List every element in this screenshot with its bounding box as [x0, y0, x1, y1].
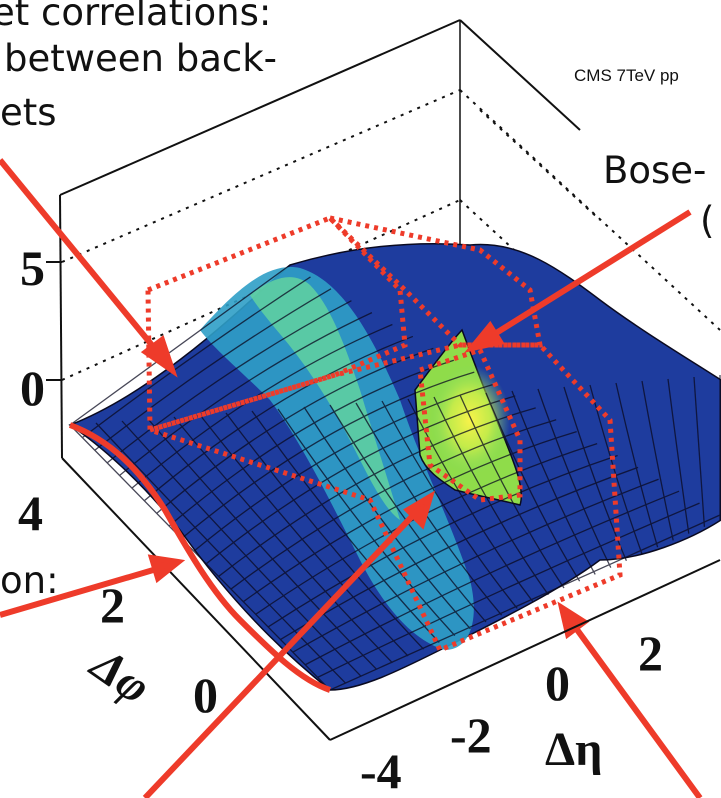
mesh-line-phi — [147, 418, 378, 671]
mesh-line-phi — [277, 408, 456, 637]
y-tick-4: 4 — [18, 485, 43, 541]
mesh-line-phi — [459, 394, 565, 589]
x-tick-0: 0 — [545, 655, 570, 711]
away-side-box — [145, 215, 408, 434]
mesh-line-eta — [242, 431, 577, 603]
annotation-top-line1: et correlations: — [0, 0, 272, 34]
mesh-line-eta — [205, 395, 516, 565]
z-tick-0: 0 — [20, 360, 45, 416]
surface-mesh — [69, 264, 721, 691]
mesh-line-phi — [355, 402, 503, 616]
mesh-line-eta — [292, 478, 659, 653]
mesh-line-phi — [251, 410, 440, 643]
z-tick-5: 5 — [20, 240, 45, 296]
mesh-line-phi — [303, 406, 471, 630]
surface-ridge — [200, 267, 474, 650]
mesh-line-phi — [199, 414, 409, 657]
annotation-bose-line2: ( — [700, 199, 715, 242]
mesh-line-phi — [563, 386, 627, 562]
annotation-boxes — [141, 213, 623, 654]
mesh-line-eta — [230, 419, 557, 590]
mesh-line-eta — [156, 347, 434, 514]
y-tick-0: 0 — [193, 667, 218, 723]
mesh-line-eta — [131, 323, 393, 489]
experiment-label: CMS 7TeV pp — [574, 66, 679, 85]
peak-box — [417, 346, 523, 503]
mesh-line-phi — [615, 382, 659, 548]
mesh-line-phi — [173, 416, 393, 664]
x-axis-label: Δη — [545, 723, 602, 776]
mesh-line-phi — [121, 420, 362, 677]
mesh-line-eta — [267, 454, 618, 628]
mesh-line-phi — [511, 390, 596, 575]
mesh-line-eta — [193, 383, 495, 552]
mesh-line-eta — [280, 466, 639, 641]
mesh-line-phi — [693, 376, 706, 527]
mesh-line-eta — [81, 276, 311, 439]
mesh-line-eta — [69, 264, 291, 426]
z-axis: 5 0 — [20, 240, 62, 416]
y-axis-label: Δφ — [80, 636, 160, 714]
mesh-line-phi — [485, 392, 581, 582]
mesh-line-eta — [181, 371, 475, 540]
mesh-line-eta — [329, 514, 721, 691]
mesh-line-phi — [537, 388, 612, 568]
x-tick-minus2: -2 — [450, 707, 492, 763]
mesh-line-eta — [168, 359, 455, 527]
annotation-left: on: — [0, 559, 59, 602]
peak-glow — [430, 365, 510, 475]
mesh-line-phi — [641, 380, 674, 541]
y-tick-2: 2 — [100, 577, 125, 633]
mesh-line-phi — [407, 398, 534, 602]
annotation-top-line2: between back- — [4, 37, 278, 80]
mesh-line-phi — [667, 378, 690, 534]
x-tick-minus4: -4 — [360, 743, 402, 798]
top-right-box — [321, 213, 543, 348]
ridge-box — [141, 342, 623, 654]
mesh-line-eta — [218, 407, 536, 577]
mesh-line-phi — [433, 396, 549, 596]
annotation-arrows — [0, 158, 703, 798]
x-axis: -4 -2 0 2 Δη — [329, 559, 721, 798]
annotation-bose: Bose- — [603, 149, 707, 192]
front-edge-line — [68, 422, 332, 693]
mesh-line-eta — [106, 300, 352, 464]
x-tick-2: 2 — [638, 625, 663, 681]
mesh-line-phi — [225, 412, 425, 650]
annotation-top-line3: ets — [0, 91, 57, 134]
mesh-line-eta — [143, 335, 414, 502]
mesh-line-phi — [69, 424, 331, 691]
mesh-line-eta — [317, 502, 700, 678]
mesh-line-phi — [95, 422, 347, 684]
mesh-line-eta — [94, 288, 332, 451]
mesh-line-eta — [304, 490, 680, 666]
mesh-line-eta — [119, 312, 373, 476]
mesh-line-phi — [381, 400, 518, 609]
